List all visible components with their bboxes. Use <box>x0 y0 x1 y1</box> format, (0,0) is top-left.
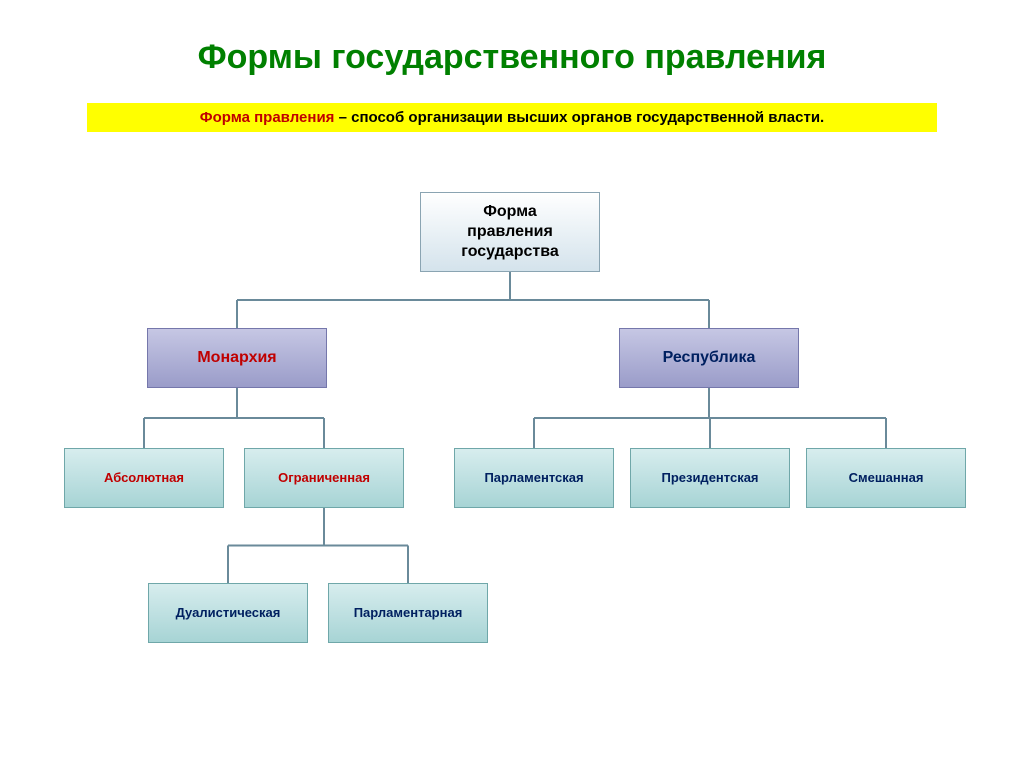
node-presidential: Президентская <box>630 448 790 508</box>
definition-rest: – способ организации высших органов госу… <box>334 109 824 126</box>
node-limited: Ограниченная <box>244 448 404 508</box>
node-republic: Республика <box>619 328 799 388</box>
node-root-label: Формаправлениягосударства <box>461 202 559 262</box>
node-presidential-label: Президентская <box>661 470 758 486</box>
node-parliamentary: Парламентская <box>454 448 614 508</box>
node-dualistic: Дуалистическая <box>148 583 308 643</box>
node-limited-label: Ограниченная <box>278 470 370 486</box>
node-monarchy-label: Монархия <box>197 348 276 368</box>
definition-band: Форма правления – способ организации выс… <box>87 103 937 132</box>
node-monarchy: Монархия <box>147 328 327 388</box>
node-parliamentarian: Парламентарная <box>328 583 488 643</box>
node-absolute-label: Абсолютная <box>104 470 184 486</box>
node-dualistic-label: Дуалистическая <box>176 605 281 621</box>
node-absolute: Абсолютная <box>64 448 224 508</box>
node-mixed-label: Смешанная <box>849 470 924 486</box>
page-title: Формы государственного правления <box>0 0 1024 77</box>
node-parliamentary-label: Парламентская <box>484 470 583 486</box>
node-parliamentarian-label: Парламентарная <box>354 605 463 621</box>
node-mixed: Смешанная <box>806 448 966 508</box>
node-root: Формаправлениягосударства <box>420 192 600 272</box>
node-republic-label: Республика <box>663 348 756 368</box>
definition-term: Форма правления <box>200 109 335 126</box>
